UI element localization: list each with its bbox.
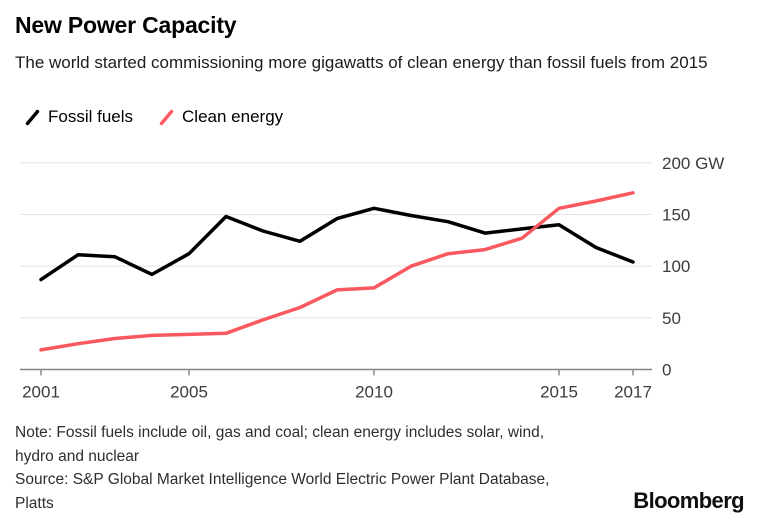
legend-item-fossil-fuels: Fossil fuels (25, 107, 133, 127)
chart-canvas: 0 50 100 150 200 GW 2001 2005 2010 2015 2017 (20, 154, 724, 402)
y-axis-label-200: 200 GW (662, 154, 724, 173)
x-axis-label-2010: 2010 (355, 383, 393, 402)
x-axis-label-2015: 2015 (540, 383, 578, 402)
bloomberg-logo: Bloomberg (633, 488, 744, 513)
x-axis-label-2001: 2001 (22, 383, 60, 402)
footer: Note: Fossil fuels include oil, gas and … (15, 421, 549, 515)
clean-energy-line (39, 191, 635, 352)
fossil-fuels-slash-icon (25, 109, 40, 125)
clean-energy-slash-icon (159, 109, 174, 125)
legend: Fossil fuels Clean energy (25, 107, 283, 127)
chart-subtitle: The world started commissioning more gig… (15, 53, 708, 72)
legend-item-clean-energy: Clean energy (159, 107, 283, 127)
source-text: Source: S&P Global Market Intelligence W… (15, 471, 550, 512)
y-axis-label-0: 0 (662, 361, 671, 380)
x-axis-label-2017: 2017 (614, 383, 652, 402)
y-axis-label-150: 150 (662, 205, 690, 224)
legend-label: Clean energy (182, 107, 284, 126)
note-text: Note: Fossil fuels include oil, gas and … (15, 424, 545, 465)
y-axis-label-50: 50 (662, 309, 681, 328)
legend-label: Fossil fuels (48, 107, 134, 126)
x-axis-label-2005: 2005 (170, 383, 208, 402)
page-title: New Power Capacity (15, 12, 237, 38)
y-axis-label-100: 100 (662, 257, 690, 276)
